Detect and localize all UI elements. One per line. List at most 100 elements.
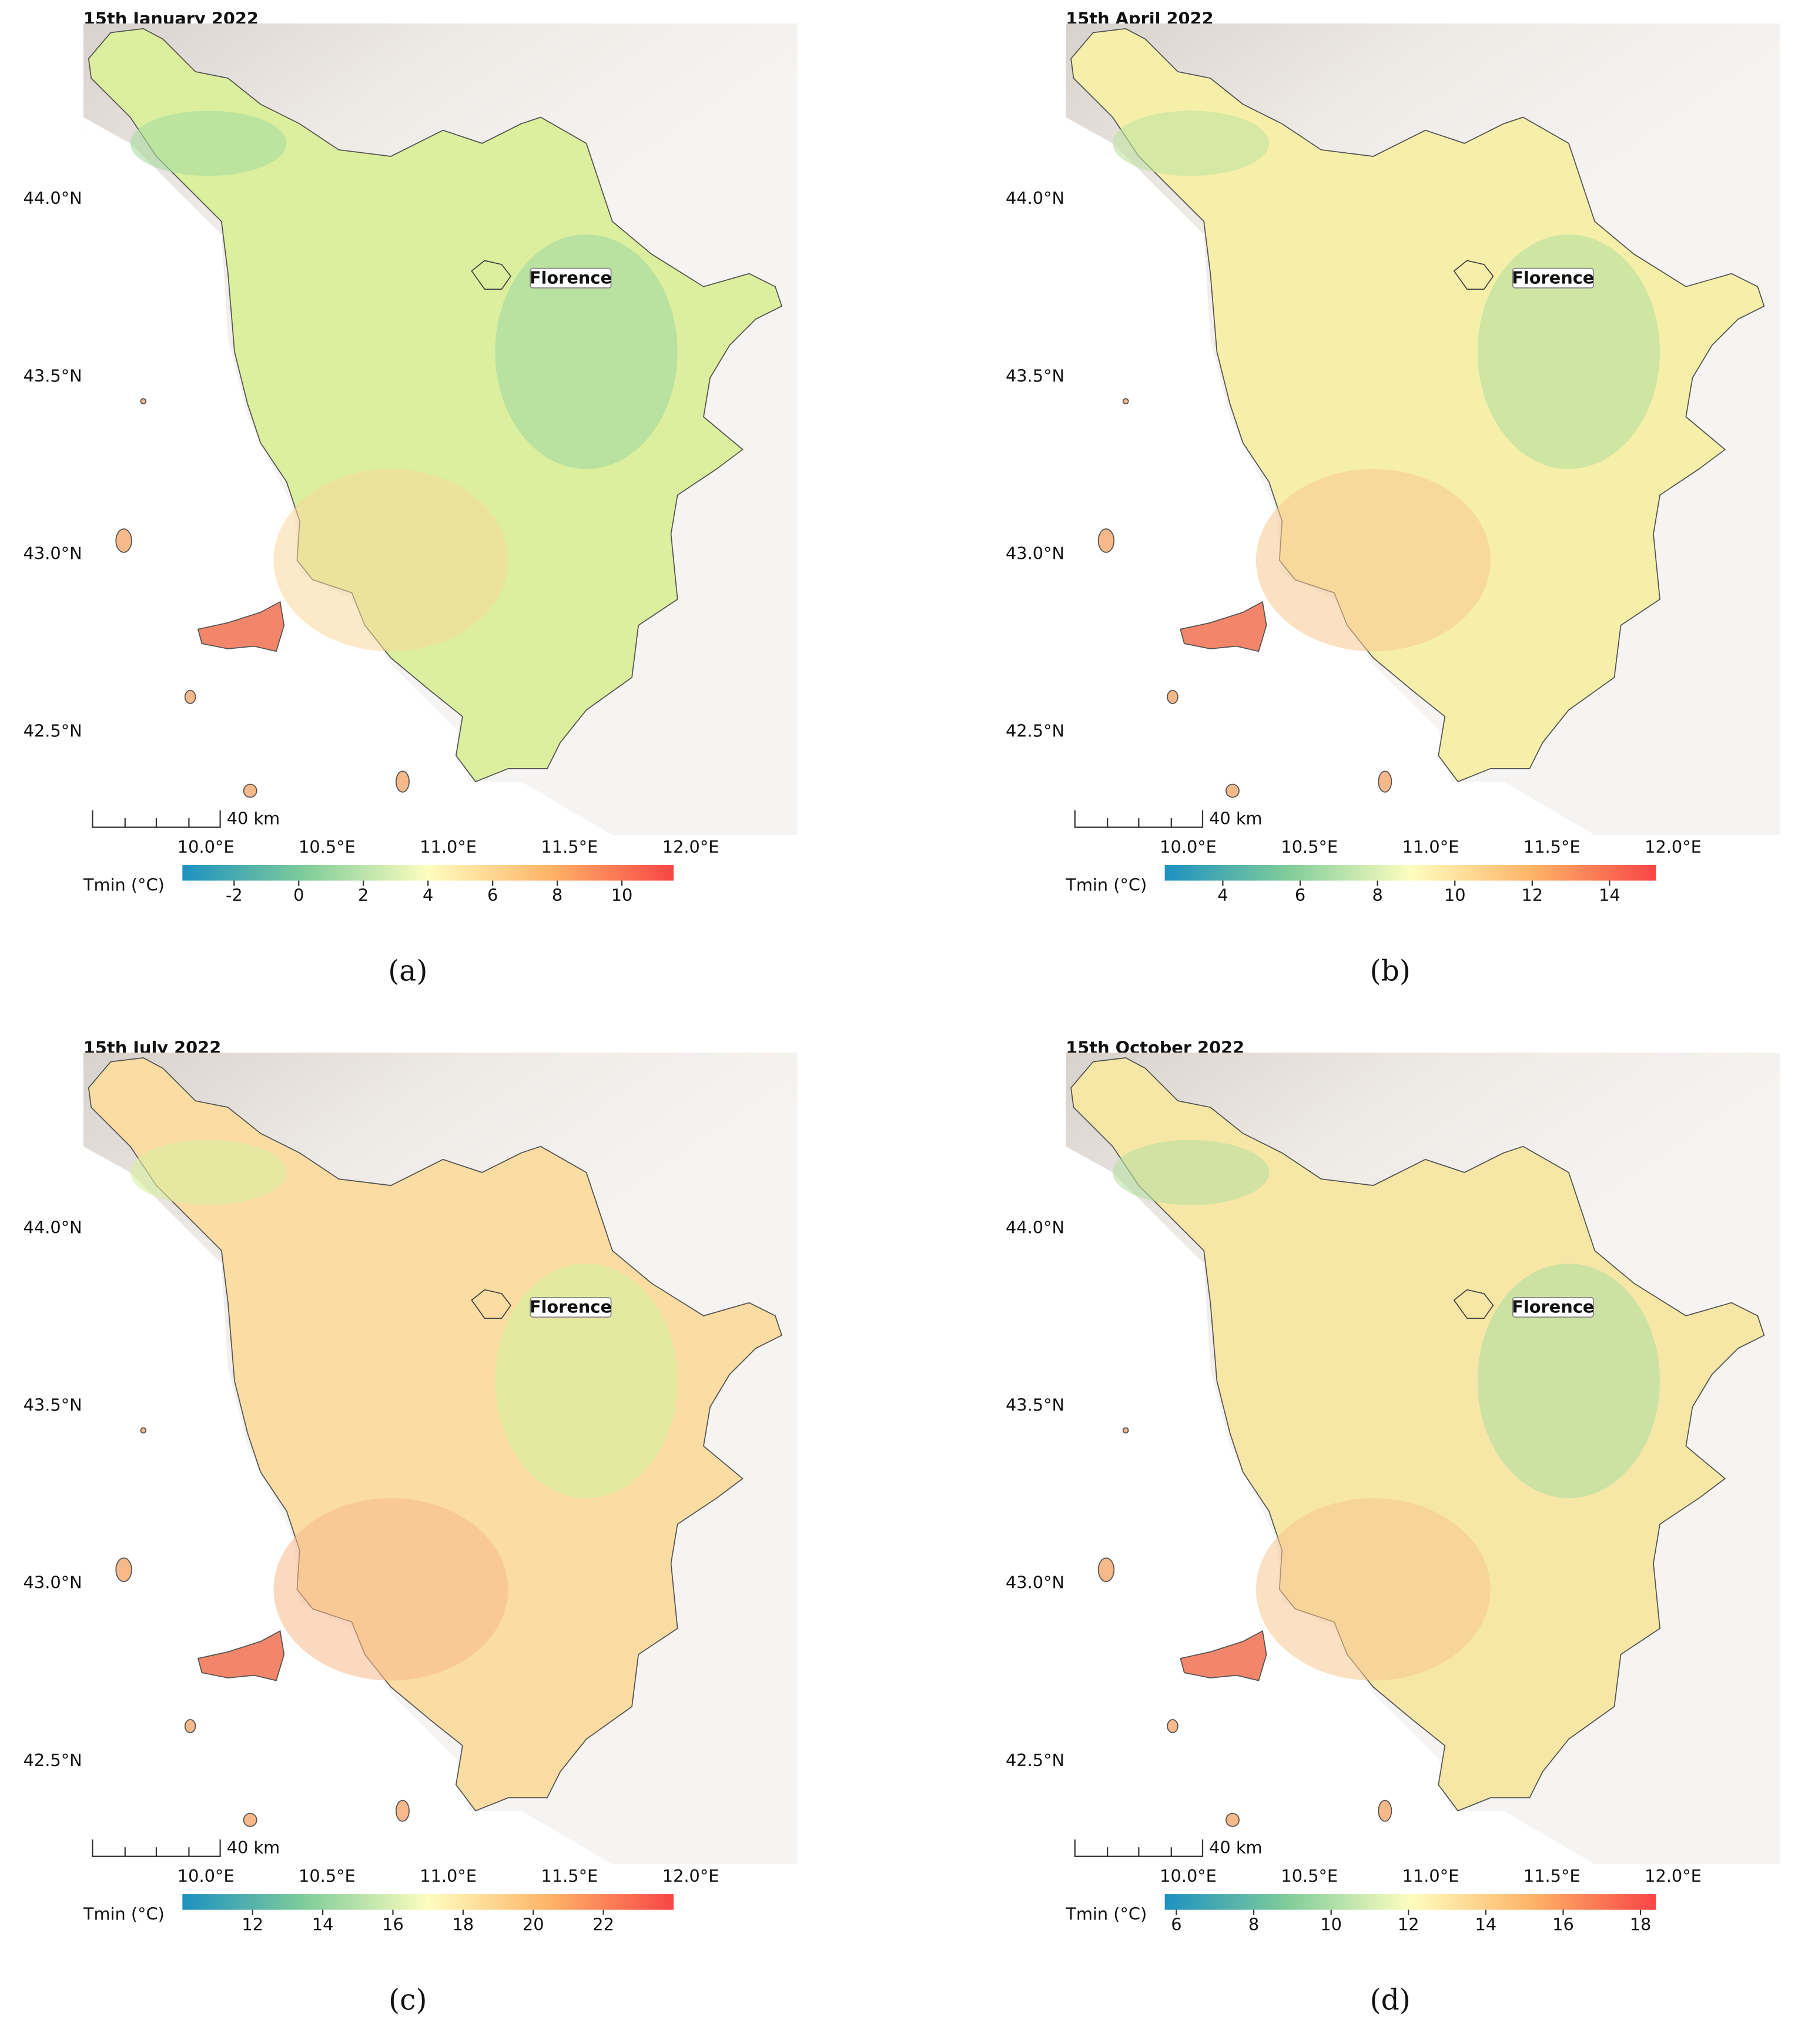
colorbar-tick-label: 8: [1248, 1914, 1259, 1934]
island: [395, 1800, 410, 1822]
region-patch: [1477, 1264, 1660, 1499]
lat-tick-label: 43.5°N: [24, 366, 82, 386]
colorbar: [1164, 864, 1656, 881]
region-patch: [1113, 1140, 1270, 1205]
colorbar-tick-label: 8: [552, 885, 562, 905]
lat-tick-label: 43.5°N: [1006, 366, 1064, 386]
colorbar-tick-label: 10: [1444, 885, 1466, 905]
panel-caption: (c): [389, 1984, 427, 2017]
city-label-box: [530, 267, 612, 289]
lon-tick-label: 12.0°E: [1645, 837, 1702, 857]
city-label: Florence: [1512, 1297, 1594, 1317]
lon-tick-label: 10.5°E: [299, 1866, 356, 1886]
colorbar-tick-label: 22: [592, 1914, 614, 1934]
colorbar-tick-label: 6: [1171, 1914, 1181, 1934]
scale-label: 40 km: [1209, 1837, 1263, 1857]
scale-bar: [92, 1839, 221, 1857]
lat-tick-label: 44.0°N: [1006, 188, 1064, 208]
region-patch: [130, 110, 287, 176]
colorbar-tick-label: 14: [1475, 1914, 1497, 1934]
lat-tick-label: 43.5°N: [1006, 1395, 1064, 1415]
lon-tick-label: 10.5°E: [1281, 1866, 1338, 1886]
colorbar-label: Tmin (°C): [1065, 874, 1147, 894]
island: [1167, 689, 1178, 704]
colorbar-tick-label: 4: [1217, 885, 1228, 905]
island: [1225, 783, 1240, 798]
lon-tick-label: 10.0°E: [178, 837, 235, 857]
lat-tick-label: 43.0°N: [1006, 543, 1064, 563]
region-patch: [1477, 234, 1660, 470]
island: [115, 528, 132, 553]
colorbar: [182, 864, 674, 881]
colorbar-tick-label: 14: [312, 1914, 334, 1934]
lon-tick-label: 11.0°E: [1402, 837, 1459, 857]
lat-tick-label: 42.5°N: [1006, 721, 1064, 741]
colorbar-tick-label: 2: [358, 885, 369, 905]
city-label: Florence: [1512, 267, 1594, 287]
lat-tick-label: 43.0°N: [24, 1573, 82, 1593]
sea: [1066, 1146, 1595, 1865]
lon-tick-label: 11.0°E: [1402, 1866, 1459, 1886]
island: [1122, 1427, 1129, 1434]
colorbar-label: Tmin (°C): [83, 874, 165, 894]
colorbar-tick-label: 8: [1372, 885, 1382, 905]
scale-label: 40 km: [1209, 808, 1263, 828]
island: [140, 1427, 147, 1434]
colorbar-tick-label: 6: [1295, 885, 1305, 905]
lon-tick-label: 11.0°E: [420, 837, 477, 857]
island: [1097, 528, 1115, 553]
city-outline: [471, 260, 512, 290]
colorbar-tick-label: 10: [1320, 1914, 1342, 1934]
island: [1180, 601, 1267, 652]
lon-tick-label: 10.5°E: [1281, 837, 1338, 857]
lon-tick-label: 11.5°E: [1524, 837, 1581, 857]
colorbar-tick-label: 0: [293, 885, 304, 905]
lon-tick-label: 11.5°E: [1524, 1866, 1581, 1886]
colorbar-tick-label: 12: [1521, 885, 1543, 905]
lat-tick-label: 43.0°N: [24, 543, 82, 563]
island: [1378, 770, 1392, 793]
lat-tick-label: 44.0°N: [24, 1217, 82, 1237]
colorbar-tick-label: 16: [382, 1914, 404, 1934]
city-label-box: [1512, 267, 1594, 289]
island: [197, 1630, 285, 1681]
lon-tick-label: 10.0°E: [178, 1866, 235, 1886]
sea: [1066, 117, 1595, 835]
colorbar-tick-label: 6: [487, 885, 498, 905]
scale-bar: [1074, 1839, 1204, 1857]
colorbar-tick-label: 4: [423, 885, 433, 905]
lon-tick-label: 12.0°E: [662, 837, 719, 857]
colorbar-tick-label: -2: [226, 885, 243, 905]
city-outline: [471, 1289, 512, 1319]
colorbar-tick-label: 12: [242, 1914, 263, 1934]
sea: [83, 117, 612, 835]
city-label: Florence: [530, 1297, 612, 1317]
island: [1122, 398, 1129, 405]
panel-caption: (d): [1370, 1984, 1411, 2017]
region-patch: [495, 234, 678, 470]
lon-tick-label: 11.5°E: [541, 1866, 598, 1886]
city-label-box: [1512, 1296, 1594, 1318]
city-outline: [1453, 1289, 1494, 1319]
island: [243, 1812, 257, 1827]
lat-tick-label: 43.0°N: [1006, 1573, 1064, 1593]
lon-tick-label: 10.0°E: [1160, 1866, 1217, 1886]
region: [88, 28, 783, 783]
lat-tick-label: 44.0°N: [1006, 1217, 1064, 1237]
lon-tick-label: 12.0°E: [1645, 1866, 1702, 1886]
scale-label: 40 km: [227, 1837, 280, 1857]
lon-tick-label: 10.0°E: [1160, 837, 1217, 857]
region-patch: [1255, 469, 1491, 652]
city-outline: [1453, 260, 1494, 290]
scale-bar: [1074, 810, 1204, 828]
colorbar: [182, 1894, 674, 1910]
colorbar-tick-label: 14: [1599, 885, 1620, 905]
city-label: Florence: [530, 267, 612, 287]
island: [1097, 1557, 1115, 1582]
